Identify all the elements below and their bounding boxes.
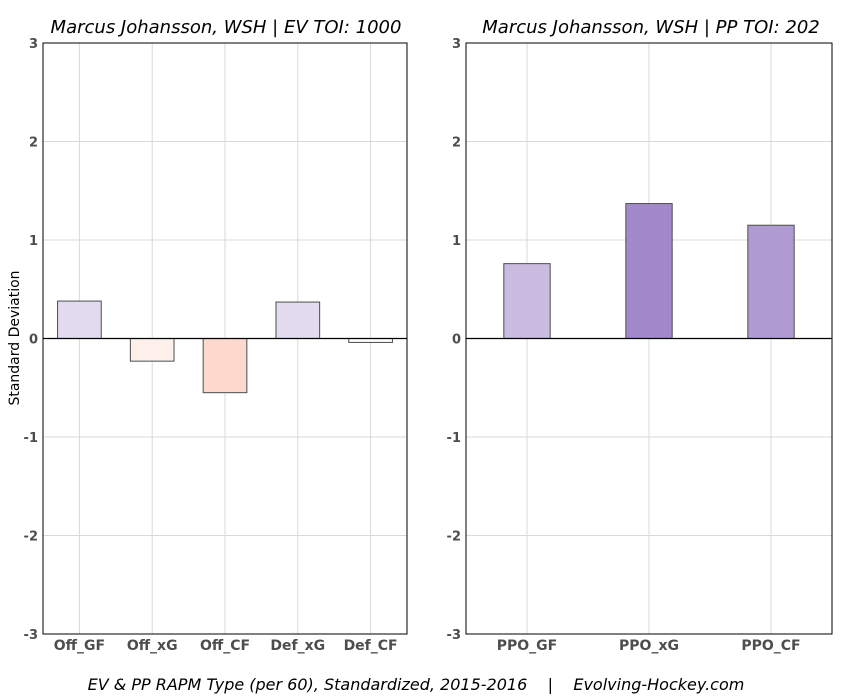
- ev-rapm-chart: Marcus Johansson, WSH | EV TOI: 1000 -3 -…: [24, 17, 408, 654]
- ev-x-tick-label: Def_xG: [270, 638, 325, 654]
- pp-bar-ppo-xg: [625, 203, 673, 339]
- ev-x-tick-label: Off_xG: [127, 638, 178, 654]
- pp-plot-frame: [465, 42, 833, 635]
- ev-y-tick-label: -2: [24, 530, 38, 545]
- pp-y-tick-label: 2: [452, 136, 461, 151]
- pp-bar-ppo-gf: [503, 263, 551, 340]
- ev-bar-off-gf: [57, 300, 102, 340]
- pp-bar-ppo-cf: [747, 224, 795, 340]
- ev-plot-frame: [42, 42, 408, 635]
- ev-y-tick-label: -3: [24, 628, 38, 643]
- ev-y-tick-label: 3: [29, 37, 38, 52]
- pp-chart-title: Marcus Johansson, WSH | PP TOI: 202: [482, 17, 819, 38]
- ev-x-tick-label: Def_CF: [344, 638, 398, 654]
- pp-y-tick-label: -1: [447, 431, 461, 446]
- pp-y-tick-label: -3: [447, 628, 461, 643]
- ev-chart-title: Marcus Johansson, WSH | EV TOI: 1000: [51, 17, 402, 38]
- ev-bar-off-xg: [129, 338, 175, 362]
- ev-x-tick-label: Off_GF: [54, 638, 105, 654]
- pp-y-tick-label: -2: [447, 530, 461, 545]
- pp-rapm-chart: Marcus Johansson, WSH | PP TOI: 202 -3 -2…: [447, 17, 833, 654]
- pp-x-tick-label: PPO_GF: [497, 638, 557, 654]
- pp-y-tick-label: 1: [452, 234, 461, 249]
- pp-x-tick-label: PPO_xG: [619, 638, 679, 654]
- ev-bar-def-xg: [275, 301, 321, 339]
- pp-y-tick-label: 3: [452, 37, 461, 52]
- figure-caption: EV & PP RAPM Type (per 60), Standardized…: [88, 675, 745, 694]
- ev-y-tick-label: 1: [29, 234, 38, 249]
- pp-x-tick-label: PPO_CF: [741, 638, 800, 654]
- pp-y-tick-label: 0: [452, 333, 461, 348]
- ev-y-tick-label: 0: [29, 333, 38, 348]
- ev-bar-off-cf: [202, 338, 248, 394]
- ev-y-tick-label: -1: [24, 431, 38, 446]
- ev-x-tick-label: Off_CF: [200, 638, 250, 654]
- ev-y-tick-label: 2: [29, 136, 38, 151]
- y-axis-label: Standard Deviation: [7, 270, 23, 405]
